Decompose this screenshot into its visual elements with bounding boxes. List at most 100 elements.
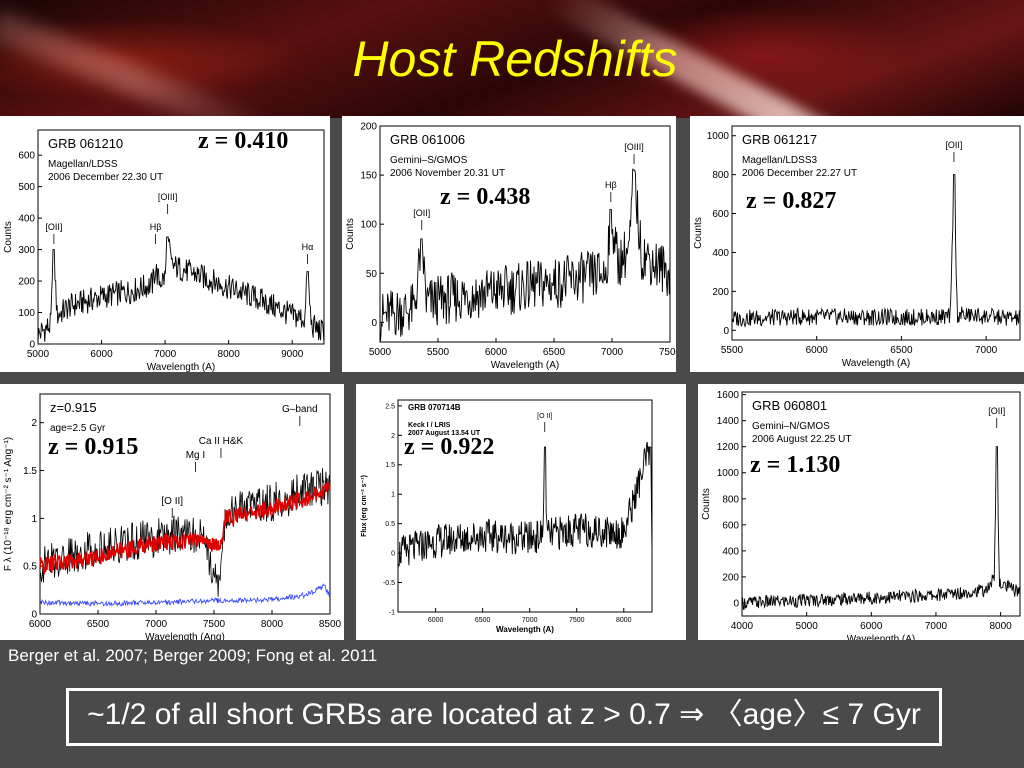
plot-frame	[39, 393, 331, 615]
spectrum-trace-data	[39, 468, 331, 597]
x-tick-label: 6500	[890, 345, 913, 356]
y-tick-label: 1400	[717, 416, 740, 427]
y-tick-label: 200	[712, 287, 729, 298]
x-tick-label: 6000	[806, 345, 829, 356]
plot-frame	[37, 129, 325, 345]
conclusion-text: ~1/2 of all short GRBs are located at z …	[87, 698, 921, 731]
y-tick-label: 400	[712, 248, 729, 259]
line-id-label: [OII]	[988, 406, 1005, 416]
y-axis-label: Counts	[693, 217, 704, 249]
spectrum-annotation: 2006 August 22.25 UT	[752, 434, 852, 445]
y-tick-label: 1	[31, 514, 37, 525]
y-tick-label: 1.5	[23, 466, 37, 477]
line-id-label: [O II]	[537, 413, 552, 420]
x-tick-label: 5500	[721, 345, 744, 356]
y-tick-label: 500	[18, 182, 35, 193]
y-axis-label: Counts	[345, 218, 356, 250]
spectrum-trace	[731, 174, 1021, 328]
x-tick-label: 4000	[731, 621, 754, 632]
line-id-label: Hβ	[150, 222, 162, 232]
spectrum-annotation: 2007 August 13.54 UT	[408, 430, 481, 437]
line-id-label: [OII]	[45, 222, 62, 232]
spectrum-annotation: Gemini–N/GMOS	[752, 421, 830, 432]
y-tick-label: 600	[18, 151, 35, 162]
x-tick-label: 8000	[218, 349, 241, 360]
y-tick-label: 2.5	[385, 403, 395, 410]
redshift-label-6: z = 1.130	[750, 452, 841, 478]
x-tick-label: 8000	[261, 619, 284, 630]
plot-frame	[731, 125, 1021, 341]
spectrum-panel-4: 6000 6500 7000 7500 8000 8500 0 0.5 1 1.5 2 Wavelen…	[0, 384, 344, 640]
y-tick-label: 200	[722, 572, 739, 583]
line-id-label: Ca II H&K	[199, 436, 244, 447]
x-axis-label: Wavelength (A)	[496, 625, 554, 634]
x-tick-label: 7000	[601, 347, 624, 358]
line-id-label: Hβ	[605, 180, 617, 190]
plot-frame	[397, 399, 653, 613]
line-id-label: G–band	[282, 404, 318, 415]
line-id-label: [OII]	[945, 140, 962, 150]
y-tick-label: 2	[31, 418, 37, 429]
spectrum-annotation: 2006 November 20.31 UT	[390, 168, 505, 179]
spectrum-annotation: GRB 061217	[742, 132, 817, 147]
x-tick-label: 7500	[569, 617, 585, 624]
y-tick-label: 50	[366, 269, 378, 280]
starfield-banner	[0, 0, 1024, 255]
x-axis-label: Wavelength (A)	[847, 634, 916, 640]
y-tick-label: 0	[733, 598, 739, 609]
redshift-label-5: z = 0.922	[404, 434, 495, 460]
x-axis-label: Wavelength (A)	[147, 362, 216, 372]
x-tick-label: 5500	[427, 347, 450, 358]
x-tick-label: 6000	[485, 347, 508, 358]
spectrum-annotation: Magellan/LDSS3	[742, 155, 817, 166]
y-tick-label: 1	[391, 492, 395, 499]
spectrum-panel-6: 4000 5000 6000 7000 8000 0 200 400 600 800 1000 120…	[698, 384, 1024, 640]
x-tick-label: 5000	[796, 621, 819, 632]
line-id-label: [O II]	[161, 496, 183, 507]
y-tick-label: 400	[18, 214, 35, 225]
y-tick-label: 2	[391, 433, 395, 440]
x-tick-label: 6500	[543, 347, 566, 358]
x-tick-label: 6000	[29, 619, 52, 630]
y-tick-label: 100	[18, 308, 35, 319]
x-tick-label: 6000	[428, 617, 444, 624]
spectrum-trace	[741, 446, 1021, 610]
x-tick-label: 7000	[522, 617, 538, 624]
x-axis-label: Wavelength (A)	[842, 358, 911, 369]
y-tick-label: 400	[722, 546, 739, 557]
spectrum-annotation: Gemini–S/GMOS	[390, 155, 468, 166]
x-tick-label: 7000	[975, 345, 998, 356]
y-tick-label: 0	[29, 340, 35, 351]
y-tick-label: 300	[18, 245, 35, 256]
spectrum-annotation: Magellan/LDSS	[48, 159, 118, 170]
spectrum-annotation: GRB 061006	[390, 132, 465, 147]
y-tick-label: 600	[722, 520, 739, 531]
y-tick-label: 600	[712, 209, 729, 220]
y-axis-label: F λ (10⁻¹⁸ erg cm⁻² s⁻¹ Ang⁻¹)	[3, 437, 14, 571]
y-tick-label: 1600	[717, 390, 740, 401]
line-id-label: [OIII]	[624, 142, 644, 152]
spectrum-panel-1: 5000 6000 7000 8000 9000 0 100 200 300 400 500 600 W…	[0, 116, 330, 372]
y-tick-label: 0.5	[385, 521, 395, 528]
plot-frame	[379, 125, 671, 343]
y-tick-label: 1000	[717, 468, 740, 479]
y-tick-label: 800	[722, 494, 739, 505]
y-tick-label: -0.5	[383, 580, 395, 587]
y-tick-label: 0	[391, 551, 395, 558]
line-id-label: [OIII]	[158, 192, 178, 202]
y-tick-label: 1200	[717, 442, 740, 453]
redshift-label-1: z = 0.410	[198, 128, 289, 154]
spectrum-trace	[37, 236, 325, 343]
x-tick-label: 7500	[203, 619, 226, 630]
y-tick-label: 0.5	[23, 562, 37, 573]
x-tick-label: 7000	[925, 621, 948, 632]
line-id-label: Hα	[302, 242, 314, 252]
y-axis-label: Counts	[701, 488, 712, 520]
spectrum-trace-model	[39, 481, 331, 575]
spectrum-trace	[379, 168, 671, 343]
redshift-label-2: z = 0.438	[440, 184, 531, 210]
x-tick-label: 5000	[369, 347, 392, 358]
plot-frame	[741, 391, 1021, 617]
y-tick-label: 200	[18, 277, 35, 288]
x-tick-label: 6500	[475, 617, 491, 624]
